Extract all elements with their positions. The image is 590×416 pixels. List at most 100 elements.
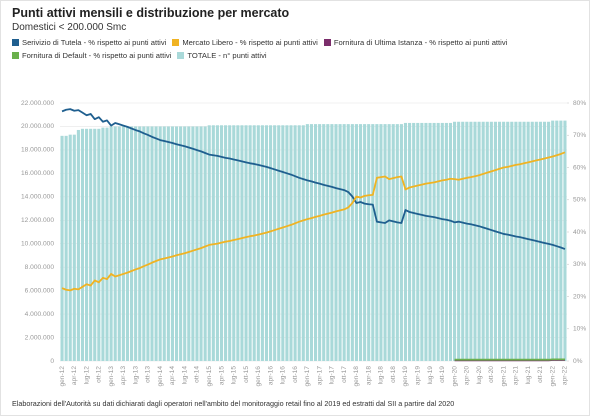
bar (547, 121, 551, 361)
y-tick-label: 10.000.000 (21, 240, 54, 247)
x-tick-label: ott-19 (439, 366, 446, 383)
bar (170, 126, 174, 361)
x-tick-label: gen-14 (157, 366, 164, 387)
bar (207, 125, 211, 361)
bar (195, 126, 199, 361)
bar (530, 121, 534, 361)
bar (489, 121, 493, 361)
bar (154, 126, 158, 361)
bar (89, 128, 93, 361)
bar (121, 126, 125, 361)
x-tick-label: apr-21 (513, 366, 520, 385)
legend-item: TOTALE - n° punti attivi (177, 51, 267, 60)
legend-swatch (172, 39, 180, 46)
chart-subtitle: Domestici < 200.000 Smc (12, 22, 127, 33)
bar (80, 128, 85, 361)
bar (305, 124, 309, 361)
bar (101, 127, 105, 361)
bar (363, 124, 367, 361)
bar (563, 120, 567, 361)
x-tick-label: ott-14 (194, 366, 201, 383)
bar (551, 120, 555, 361)
x-tick-label: ott-15 (243, 366, 250, 383)
bar (109, 126, 113, 361)
bar (125, 126, 130, 361)
bar (187, 126, 191, 361)
bar (224, 125, 228, 361)
bar (138, 126, 142, 361)
x-tick-label: ott-20 (488, 366, 495, 383)
legend: Serivizio di Tutela - % rispetto ai punt… (12, 38, 577, 60)
bar (371, 124, 375, 361)
bar (97, 128, 101, 361)
x-tick-label: ott-13 (145, 366, 152, 383)
bar (285, 125, 289, 361)
legend-item: Serivizio di Tutela - % rispetto ai punt… (12, 38, 166, 47)
legend-swatch (323, 39, 331, 46)
bar (174, 126, 179, 361)
bar (281, 125, 285, 361)
bar (183, 126, 187, 361)
bar (256, 125, 260, 361)
bar (399, 124, 403, 361)
bar (403, 122, 408, 361)
legend-item: Mercato Libero - % rispetto ai punti att… (172, 38, 318, 47)
bar (326, 124, 330, 361)
x-tick-label: ott-21 (537, 366, 544, 383)
y-tick-label: 18.000.000 (21, 147, 54, 154)
bar (240, 125, 244, 361)
x-tick-label: apr-15 (218, 366, 225, 385)
chart-title: Punti attivi mensili e distribuzione per… (12, 6, 290, 20)
x-tick-label: lug-21 (525, 366, 532, 385)
y-tick-label: 2.000.000 (25, 334, 55, 341)
x-tick-label: lug-15 (231, 366, 238, 385)
bar (85, 128, 89, 361)
y-tick-label: 14.000.000 (21, 194, 54, 201)
bar (338, 124, 342, 361)
bar (497, 121, 502, 361)
bar (424, 122, 428, 361)
bar (232, 125, 236, 361)
y-tick-label: 22.000.000 (21, 100, 54, 107)
bar (252, 125, 256, 361)
y2-tick-label: 10% (573, 326, 586, 333)
y2-tick-label: 80% (573, 100, 586, 107)
x-tick-label: gen-21 (500, 366, 507, 387)
bar (260, 125, 264, 361)
x-tick-label: apr-22 (562, 366, 569, 385)
y2-tick-label: 40% (573, 229, 586, 236)
legend-item: Fornitura di Default - % rispetto ai pun… (12, 51, 171, 60)
y-tick-label: 12.000.000 (21, 217, 54, 224)
bar (179, 126, 183, 361)
x-tick-label: apr-12 (71, 366, 78, 385)
bar (68, 134, 72, 361)
bar (485, 121, 489, 361)
bar (322, 124, 326, 361)
x-tick-label: lug-20 (476, 366, 483, 385)
y2-tick-label: 50% (573, 197, 586, 204)
bar (264, 125, 269, 361)
bar (518, 121, 522, 361)
x-tick-label: lug-18 (378, 366, 385, 385)
bar (158, 126, 162, 361)
bar (301, 125, 305, 361)
bar (273, 125, 277, 361)
y-tick-label: 4.000.000 (25, 311, 55, 318)
bar (412, 122, 416, 361)
bar (448, 122, 453, 361)
x-tick-label: apr-16 (267, 366, 274, 385)
y-tick-label: 16.000.000 (21, 170, 54, 177)
bar (391, 124, 395, 361)
legend-label: Fornitura di Ultima Istanza - % rispetto… (333, 38, 508, 47)
legend-label: Fornitura di Default - % rispetto ai pun… (22, 51, 172, 60)
bar (493, 121, 498, 361)
legend-item: Fornitura di Ultima Istanza - % rispetto… (323, 38, 508, 47)
legend-label: Mercato Libero - % rispetto ai punti att… (182, 38, 318, 47)
bar (555, 120, 559, 361)
bar (236, 125, 240, 361)
bar (506, 121, 510, 361)
x-tick-label: apr-20 (464, 366, 471, 385)
bar (477, 121, 481, 361)
